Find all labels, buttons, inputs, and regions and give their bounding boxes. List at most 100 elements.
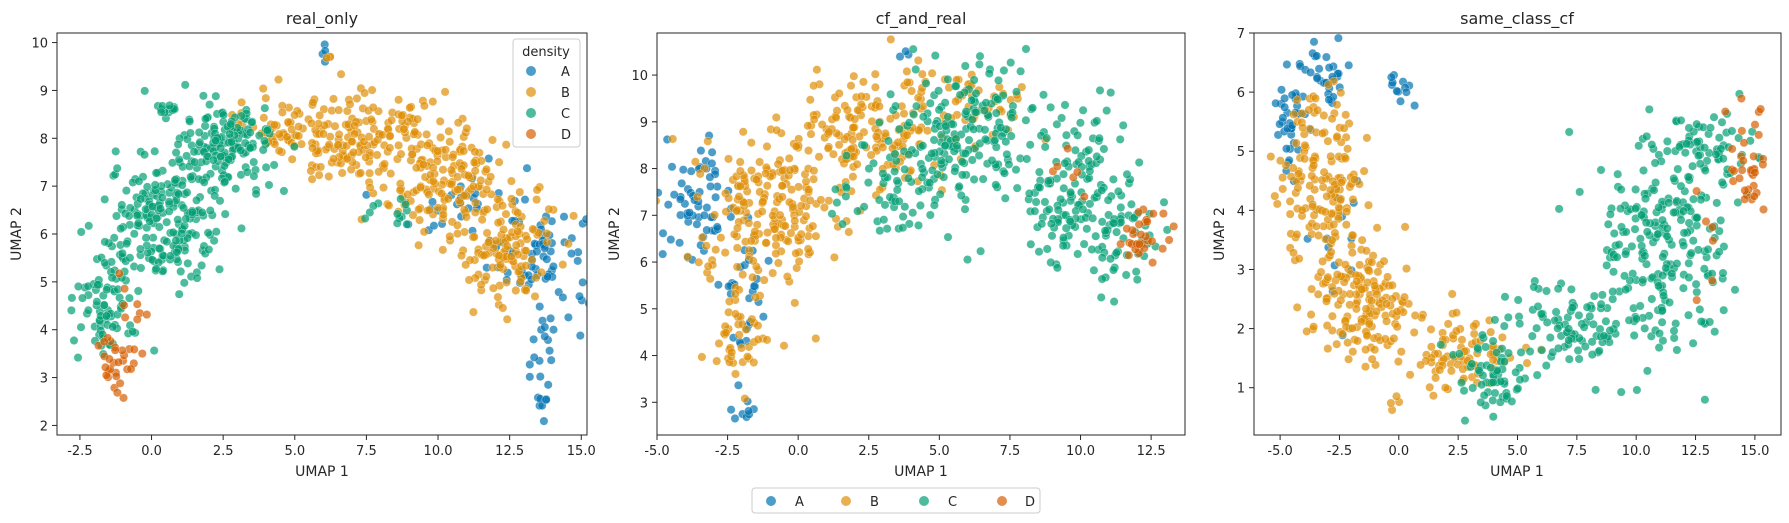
data-point-c	[879, 215, 889, 225]
data-point-c	[1712, 198, 1722, 208]
data-point-b	[746, 138, 756, 148]
data-point-c	[136, 263, 146, 273]
data-point-b	[746, 236, 756, 246]
data-point-a	[581, 214, 587, 224]
x-tick-label: -2.5	[67, 444, 92, 459]
data-point-b	[1428, 391, 1438, 401]
data-point-c	[1040, 197, 1050, 207]
data-point-c	[1727, 126, 1737, 136]
data-point-c	[927, 149, 937, 159]
data-point-c	[967, 115, 977, 125]
data-point-c	[1131, 267, 1141, 277]
data-point-d	[1072, 167, 1082, 177]
data-point-c	[165, 100, 175, 110]
data-point-b	[753, 321, 763, 331]
data-point-c	[1091, 231, 1101, 241]
data-point-b	[1457, 335, 1467, 345]
data-point-b	[817, 120, 827, 130]
data-point-c	[1703, 245, 1713, 254]
data-point-c	[1052, 263, 1062, 273]
data-point-b	[878, 142, 888, 152]
data-point-c	[984, 69, 994, 78]
data-point-b	[1435, 365, 1445, 375]
data-point-c	[1122, 169, 1132, 179]
data-point-b	[348, 147, 358, 157]
data-point-c	[1061, 130, 1071, 140]
data-point-b	[452, 220, 462, 230]
data-point-b	[1300, 140, 1310, 150]
data-point-b	[1350, 175, 1359, 185]
data-point-c	[874, 118, 884, 128]
data-point-c	[1034, 247, 1044, 257]
data-point-c	[1684, 258, 1694, 268]
data-point-c	[1684, 218, 1694, 228]
data-point-a	[706, 181, 715, 191]
data-point-b	[384, 201, 394, 210]
data-point-c	[1676, 181, 1686, 191]
data-point-b	[775, 210, 785, 220]
data-point-c	[1706, 123, 1715, 133]
data-point-b	[502, 241, 512, 251]
data-point-c	[1654, 281, 1664, 291]
data-point-b	[314, 170, 324, 180]
data-point-d	[1692, 186, 1702, 196]
data-point-c	[174, 189, 184, 199]
data-point-b	[721, 328, 731, 338]
data-point-c	[1679, 206, 1688, 216]
data-point-b	[515, 187, 525, 197]
data-point-b	[1361, 304, 1371, 314]
data-point-c	[1597, 290, 1607, 300]
data-point-b	[703, 136, 713, 146]
data-point-b	[496, 260, 505, 270]
data-point-b	[356, 168, 366, 178]
data-point-c	[969, 124, 979, 134]
bottom-legend-entry-a: A	[766, 495, 804, 510]
data-point-b	[274, 146, 284, 156]
data-point-b	[1383, 272, 1393, 282]
data-point-b	[1324, 80, 1333, 90]
data-point-b	[796, 201, 806, 211]
data-point-c	[269, 160, 279, 170]
data-point-b	[521, 286, 531, 295]
data-point-c	[164, 197, 174, 207]
data-point-b	[1304, 105, 1314, 115]
data-point-a	[1324, 95, 1334, 105]
data-point-c	[1695, 159, 1705, 169]
data-point-c	[1642, 131, 1652, 141]
data-point-c	[1696, 317, 1706, 327]
data-point-b	[531, 273, 541, 283]
data-point-b	[741, 325, 751, 334]
data-point-b	[498, 201, 507, 211]
data-point-d	[1116, 239, 1126, 249]
data-point-b	[1305, 181, 1315, 191]
legend-density: density A B C D	[512, 38, 581, 148]
data-point-c	[1021, 115, 1031, 125]
data-point-c	[1650, 158, 1660, 168]
data-point-b	[1402, 264, 1411, 274]
data-point-b	[1336, 178, 1346, 187]
data-point-a	[525, 360, 535, 369]
data-point-c	[944, 154, 954, 164]
bottom-legend-label-d: D	[1025, 495, 1035, 510]
data-point-c	[1529, 282, 1539, 292]
data-point-c	[925, 98, 935, 108]
legend-marker-a	[526, 66, 536, 76]
data-point-b	[748, 256, 758, 266]
data-point-c	[1459, 386, 1469, 396]
data-point-c	[1699, 264, 1709, 274]
data-point-b	[482, 228, 492, 238]
data-point-c	[1692, 119, 1702, 129]
data-point-d	[1750, 168, 1760, 177]
data-point-c	[935, 189, 945, 199]
data-point-b	[463, 171, 473, 181]
data-point-b	[322, 53, 332, 63]
data-point-b	[1339, 123, 1349, 133]
data-point-c	[1659, 291, 1669, 301]
data-point-b	[1400, 292, 1409, 302]
data-point-b	[1379, 256, 1389, 266]
data-point-c	[211, 136, 221, 146]
data-point-c	[934, 86, 944, 96]
data-point-c	[1533, 302, 1543, 311]
data-point-c	[1695, 305, 1705, 314]
y-tick-label: 6	[40, 228, 48, 243]
